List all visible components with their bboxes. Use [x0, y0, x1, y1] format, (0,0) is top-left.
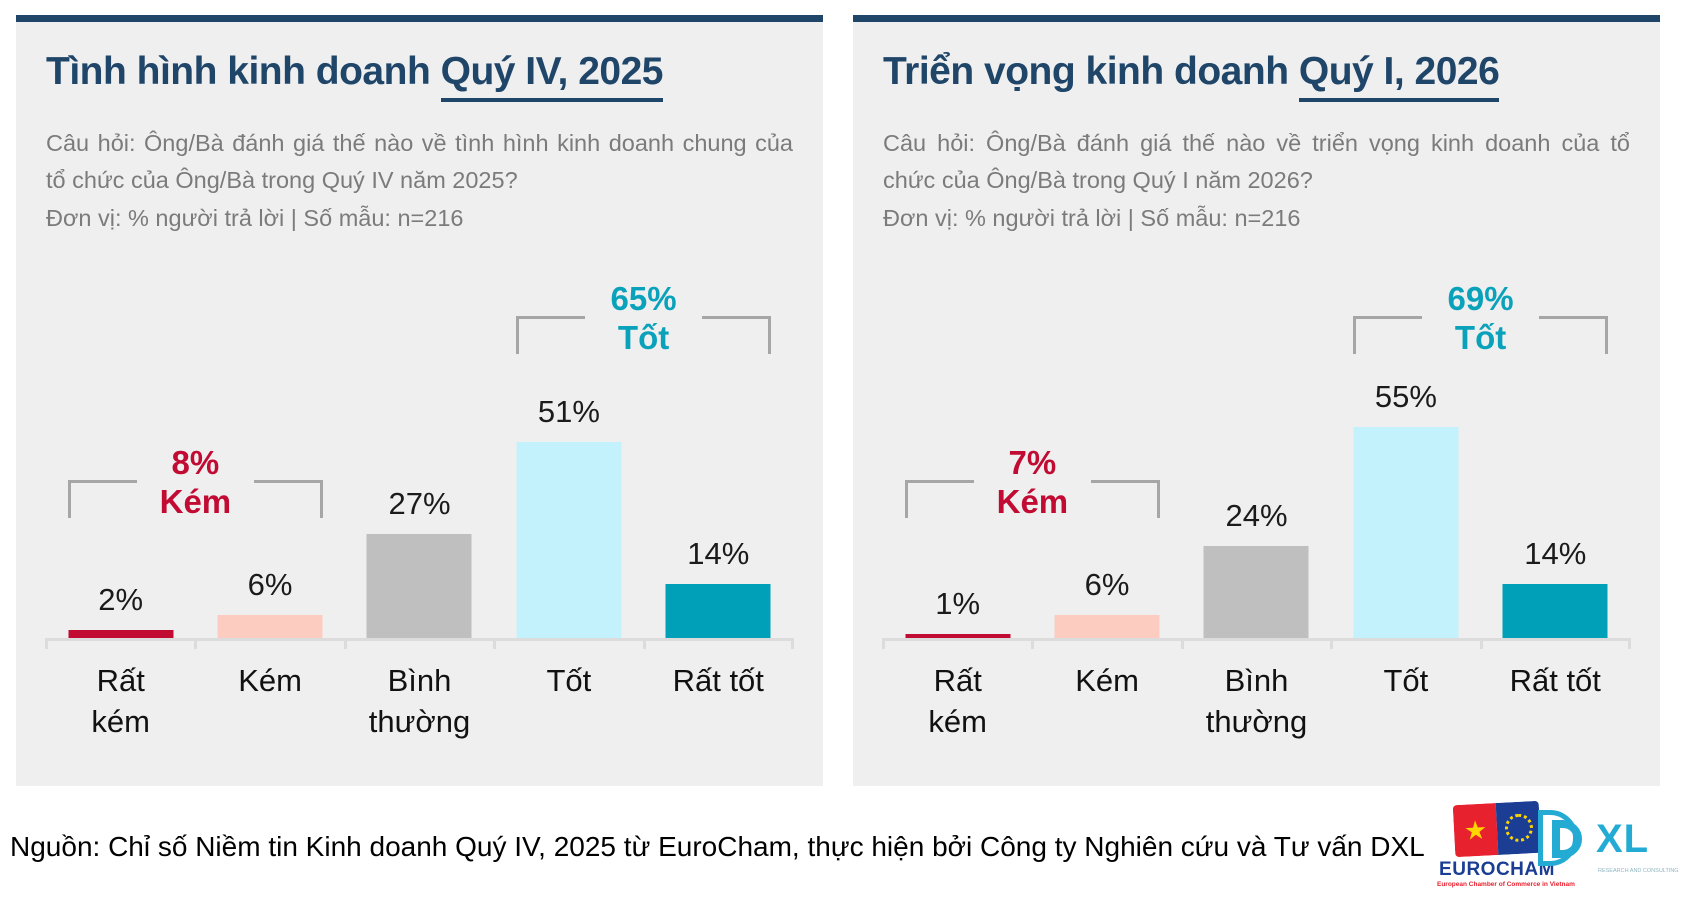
bar-value-label: 27%	[388, 486, 451, 522]
bracket-left-corner	[68, 480, 137, 518]
dxl-inner-d	[1552, 820, 1582, 858]
axis-tick	[642, 638, 646, 649]
bracket-right-corner	[254, 480, 323, 518]
axis-tick	[45, 638, 48, 649]
group-bracket: 65% Tốt	[516, 280, 771, 356]
bar-3	[366, 534, 472, 638]
axis-tick	[1628, 638, 1631, 649]
axis-tick	[493, 638, 497, 649]
bar-slot: 24%	[1182, 238, 1331, 638]
bar-slot: 1%	[883, 238, 1032, 638]
bracket-left-corner	[905, 480, 974, 518]
group-bracket-label: 65% Tốt	[610, 280, 677, 356]
x-axis-label: Bình thường	[368, 663, 471, 739]
x-axis-label: Bình thường	[1205, 663, 1308, 739]
x-axis-label: Rất kém	[91, 663, 150, 739]
bar-chart: 2% 6% 27% 51% 14% 8% Kém 65% Tốt	[45, 238, 794, 649]
axis-tick	[194, 638, 198, 649]
x-axis-label: Rất tốt	[672, 663, 764, 698]
bar-4	[516, 442, 622, 638]
x-axis-label: Kém	[1075, 663, 1139, 698]
axis-tick	[1330, 638, 1334, 649]
group-bracket-label: 8% Kém	[159, 444, 232, 520]
dxl-tagline: RESEARCH AND CONSULTING	[1598, 868, 1679, 874]
panel-business-outlook-q1-2026: Triển vọng kinh doanh Quý I, 2026 Câu hỏ…	[853, 15, 1660, 786]
panel-business-situation-q4-2025: Tình hình kinh doanh Quý IV, 2025 Câu hỏ…	[16, 15, 823, 786]
bar-slot: 27%	[345, 238, 494, 638]
bar-value-label: 24%	[1225, 497, 1288, 533]
bar-value-label: 51%	[537, 394, 600, 430]
axis-tick	[343, 638, 347, 649]
x-axis-label: Rất kém	[928, 663, 987, 739]
title-period-underlined: Quý I, 2026	[1298, 50, 1500, 102]
axis-tick	[882, 638, 885, 649]
bar-slot: 55%	[1331, 238, 1480, 638]
bar-2	[1054, 614, 1160, 638]
eu-stars-ring-icon	[1503, 813, 1534, 843]
group-bracket: 7% Kém	[905, 444, 1160, 520]
eurocham-wordmark: EUROCHAM	[1439, 859, 1555, 880]
page-title: Triển vọng kinh doanh Quý I, 2026	[883, 50, 1634, 102]
bar-slot: 6%	[195, 238, 344, 638]
bar-slot: 14%	[644, 238, 793, 638]
bar-3	[1203, 545, 1309, 638]
title-period-underlined: Quý IV, 2025	[440, 50, 664, 102]
bar-value-label: 14%	[1524, 536, 1587, 572]
group-bracket: 8% Kém	[68, 444, 323, 520]
bracket-left-corner	[516, 316, 585, 354]
dxl-logo: XL RESEARCH AND CONSULTING	[1536, 808, 1679, 874]
eurocham-logo: ★ EUROCHAM European Chamber of Commerce …	[1437, 800, 1575, 888]
dxl-wordmark: XL	[1596, 816, 1650, 861]
x-axis-label: Kém	[238, 663, 302, 698]
page-title: Tình hình kinh doanh Quý IV, 2025	[46, 50, 797, 102]
bar-4	[1353, 426, 1459, 638]
bar-2	[217, 614, 323, 638]
bar-5	[665, 584, 771, 638]
bracket-right-corner	[1091, 480, 1160, 518]
eurocham-flag-icon: ★	[1452, 800, 1542, 858]
bracket-right-corner	[1539, 316, 1608, 354]
bar-value-label: 55%	[1374, 378, 1437, 414]
bar-1	[905, 634, 1011, 638]
eu-flag-half	[1495, 800, 1542, 855]
eurocham-tagline: European Chamber of Commerce in Vietnam	[1437, 881, 1575, 888]
x-axis-label: Rất tốt	[1509, 663, 1601, 698]
vietnam-flag-half: ★	[1452, 803, 1499, 858]
bar-1	[68, 630, 174, 638]
bar-value-label: 2%	[98, 582, 144, 618]
source-note: Nguồn: Chỉ số Niềm tin Kinh doanh Quý IV…	[10, 831, 1425, 862]
survey-question: Câu hỏi: Ông/Bà đánh giá thế nào về tình…	[46, 130, 793, 193]
axis-tick	[1180, 638, 1184, 649]
bar-slot: 2%	[46, 238, 195, 638]
axis-tick	[1031, 638, 1035, 649]
x-axis-label: Tốt	[1383, 663, 1429, 698]
bar-chart: 1% 6% 24% 55% 14% 7% Kém 69% Tốt	[882, 238, 1631, 649]
group-bracket: 69% Tốt	[1353, 280, 1608, 356]
group-bracket-label: 69% Tốt	[1447, 280, 1514, 356]
bar-value-label: 14%	[687, 536, 750, 572]
bracket-left-corner	[1353, 316, 1422, 354]
x-axis-labels: Rất kém Kém Bình thường Tốt Rất tốt	[883, 660, 1630, 742]
survey-question: Câu hỏi: Ông/Bà đánh giá thế nào về triể…	[883, 130, 1630, 193]
unit-and-sample-line: Đơn vị: % người trả lời | Số mẫu: n=216	[46, 205, 464, 231]
bar-value-label: 1%	[935, 586, 981, 622]
unit-and-sample-line: Đơn vị: % người trả lời | Số mẫu: n=216	[883, 205, 1301, 231]
bracket-right-corner	[702, 316, 771, 354]
axis-tick	[791, 638, 794, 649]
title-text: Tình hình kinh doanh	[46, 50, 441, 93]
title-text: Triển vọng kinh doanh	[883, 50, 1299, 93]
group-bracket-label: 7% Kém	[996, 444, 1069, 520]
vietnam-star-icon: ★	[1463, 814, 1488, 846]
bar-slot: 51%	[494, 238, 643, 638]
bar-slot: 14%	[1481, 238, 1630, 638]
x-axis-label: Tốt	[546, 663, 592, 698]
x-axis-labels: Rất kém Kém Bình thường Tốt Rất tốt	[46, 660, 793, 742]
dxl-d-monogram-icon	[1536, 808, 1592, 870]
bar-value-label: 6%	[247, 566, 293, 602]
bar-5	[1502, 584, 1608, 638]
bar-value-label: 6%	[1084, 566, 1130, 602]
axis-tick	[1479, 638, 1483, 649]
bar-slot: 6%	[1032, 238, 1181, 638]
